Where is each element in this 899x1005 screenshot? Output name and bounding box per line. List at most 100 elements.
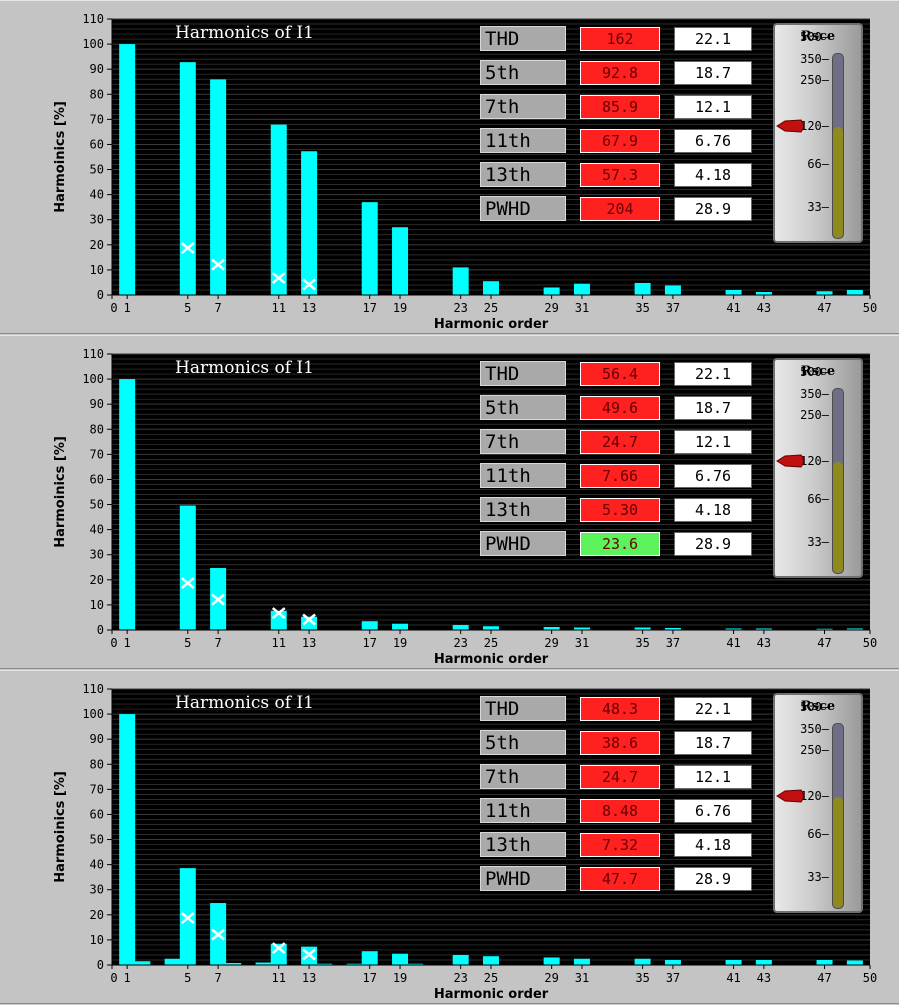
x-axis-label: Harmonic order: [434, 317, 549, 332]
measured-value: 49.6: [580, 396, 660, 420]
measured-value: 7.32: [580, 833, 660, 857]
row-label: 11th: [480, 463, 566, 488]
bar-h29: [543, 626, 560, 630]
x-tick-label: 47: [817, 301, 831, 315]
limit-value: 12.1: [674, 765, 752, 789]
bar-h13: [301, 616, 318, 630]
y-tick-label: 10: [90, 598, 104, 612]
x-tick-label: 1: [124, 971, 131, 985]
bar-h49: [846, 628, 863, 630]
y-axis-label: Harmoinics [%]: [53, 771, 68, 883]
y-tick-label: 90: [90, 397, 104, 411]
x-tick-label: 43: [757, 636, 771, 650]
limit-marker-h7: [211, 258, 225, 271]
x-tick-label: 23: [453, 636, 467, 650]
y-tick-label: 0: [97, 623, 104, 637]
bar-h41: [725, 628, 742, 630]
x-tick-label: 13: [302, 301, 316, 315]
table-row-thd: THD 48.3 22.1: [480, 696, 800, 723]
x-tick-label: 43: [757, 971, 771, 985]
measured-value: 7.66: [580, 464, 660, 488]
y-tick-label: 110: [82, 682, 104, 696]
limit-value: 22.1: [674, 362, 752, 386]
y-tick-label: 110: [82, 12, 104, 26]
gauge-pointer[interactable]: [775, 118, 807, 134]
y-tick-label: 80: [90, 757, 104, 771]
row-label: 5th: [480, 395, 566, 420]
table-row-thd: THD 56.4 22.1: [480, 361, 800, 388]
limit-value: 12.1: [674, 95, 752, 119]
bar-h13: [301, 151, 318, 295]
bar-h37: [664, 627, 681, 630]
measured-value: 24.7: [580, 430, 660, 454]
y-tick-label: 20: [90, 908, 104, 922]
bar-h47: [816, 959, 833, 965]
x-tick-label: 29: [544, 971, 558, 985]
x-tick-label: 31: [575, 636, 589, 650]
y-tick-label: 100: [82, 707, 104, 721]
row-label: PWHD: [480, 866, 566, 891]
x-tick-label: 35: [635, 636, 649, 650]
bar-h31: [573, 627, 590, 630]
bar-h23: [452, 954, 469, 965]
measured-value: 85.9: [580, 95, 660, 119]
bar-h25: [483, 281, 499, 295]
measured-value: 162: [580, 27, 660, 51]
bar-h37: [664, 285, 681, 295]
y-tick-label: 70: [90, 782, 104, 796]
x-axis-label: Harmonic order: [434, 652, 549, 667]
bar-h1: [119, 44, 136, 295]
table-row-5th: 5th 38.6 18.7: [480, 730, 800, 757]
y-tick-label: 0: [97, 288, 104, 302]
row-label: 11th: [480, 798, 566, 823]
y-tick-label: 40: [90, 523, 104, 537]
limit-value: 28.9: [674, 532, 752, 556]
x-tick-label: 35: [635, 301, 649, 315]
y-axis-label: Harmoinics [%]: [53, 436, 68, 548]
gauge-tick-label: 66–: [807, 491, 829, 506]
bar-h17: [361, 951, 378, 965]
bar-h8: [225, 962, 242, 965]
x-tick-label: 19: [393, 636, 407, 650]
y-tick-label: 40: [90, 858, 104, 872]
bar-h43: [755, 959, 772, 965]
x-tick-label: 0: [110, 636, 117, 650]
x-tick-label: 11: [272, 636, 286, 650]
limit-marker-h11: [271, 272, 286, 284]
gauge-tick-label: 120–: [800, 119, 829, 134]
gauge-tick-label: 33–: [807, 200, 829, 214]
y-tick-label: 10: [90, 933, 104, 947]
row-label: 7th: [480, 94, 566, 119]
gauge-pointer[interactable]: [775, 788, 807, 804]
gauge-track: [832, 53, 844, 239]
gauge-track: [832, 388, 844, 574]
measured-value: 8.48: [580, 799, 660, 823]
x-tick-label: 35: [635, 971, 649, 985]
bar-h49: [846, 289, 863, 295]
bar-h47: [816, 628, 833, 630]
bar-h17: [361, 202, 378, 295]
y-tick-label: 50: [90, 163, 104, 177]
bar-h11: [270, 943, 287, 965]
y-tick-label: 30: [90, 548, 104, 562]
gauge-pointer[interactable]: [775, 453, 807, 469]
bar-h35: [634, 282, 651, 295]
limit-value: 6.76: [674, 464, 752, 488]
x-tick-label: 41: [726, 301, 740, 315]
row-label: 11th: [480, 128, 566, 153]
bar-h1: [119, 714, 136, 965]
gauge-tick-label: 33–: [807, 535, 829, 549]
bar-h23: [452, 624, 469, 630]
gauge-tick-label: 66–: [807, 156, 829, 171]
x-tick-label: 29: [544, 301, 558, 315]
y-tick-label: 20: [90, 238, 104, 252]
x-tick-label: 5: [184, 301, 191, 315]
table-row-pwhd: PWHD 47.7 28.9: [480, 866, 800, 893]
gauge-track: [832, 723, 844, 909]
x-tick-label: 0: [110, 971, 117, 985]
y-tick-label: 80: [90, 87, 104, 101]
measured-value: 57.3: [580, 163, 660, 187]
limit-value: 4.18: [674, 498, 752, 522]
row-label: PWHD: [480, 196, 566, 221]
